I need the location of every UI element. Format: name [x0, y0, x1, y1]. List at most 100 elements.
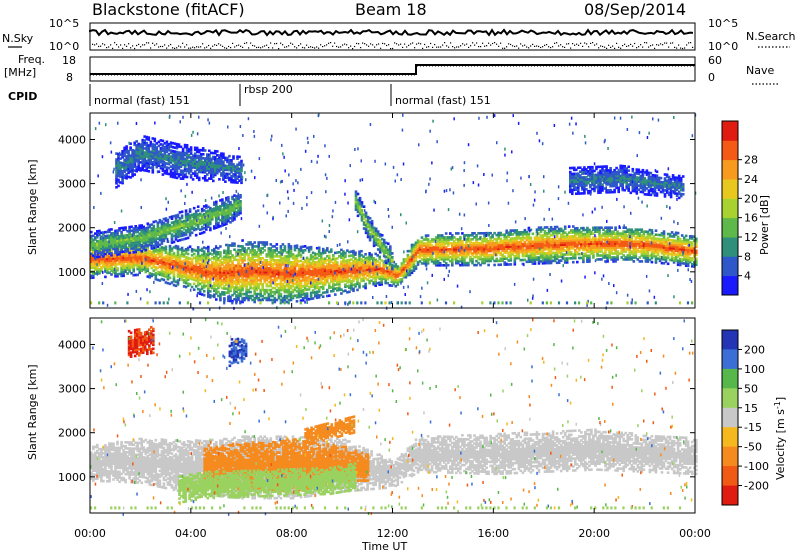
range-gate-cell: [414, 247, 418, 250]
range-gate-cell: [432, 252, 436, 255]
range-gate-cell: [229, 260, 232, 263]
range-gate-cell: [293, 266, 297, 270]
range-gate-cell: [178, 275, 182, 279]
range-gate-cell: [402, 262, 406, 265]
range-gate-cell: [315, 264, 319, 268]
range-gate-cell: [166, 273, 170, 277]
range-gate-cell: [223, 273, 226, 276]
range-gate-cell: [382, 263, 385, 267]
range-gate-cell: [477, 255, 480, 259]
range-gate-cell: [299, 253, 303, 257]
range-gate-cell: [225, 277, 228, 281]
range-gate-cell: [358, 258, 361, 261]
range-gate-cell: [360, 261, 363, 265]
range-gate-cell: [202, 274, 206, 277]
range-gate-cell: [211, 274, 214, 278]
range-gate-cell: [394, 284, 398, 288]
range-gate-cell: [342, 258, 345, 261]
range-gate-cell: [170, 259, 174, 262]
range-gate-cell: [247, 243, 250, 246]
range-gate-cell: [184, 277, 188, 281]
range-gate-cell: [269, 265, 273, 268]
range-gate-cell: [344, 277, 347, 281]
range-gate-cell: [384, 281, 387, 285]
range-gate-cell: [332, 273, 335, 277]
range-gate-cell: [243, 253, 246, 256]
range-gate-cell: [223, 277, 226, 280]
range-gate-cell: [291, 269, 295, 272]
range-gate-cell: [430, 254, 434, 257]
range-gate-cell: [146, 261, 150, 264]
range-gate-cell: [372, 269, 375, 272]
range-gate-cell: [521, 238, 525, 242]
range-gate-cell: [303, 274, 307, 278]
range-gate-cell: [477, 257, 480, 261]
range-gate-cell: [416, 255, 420, 258]
range-gate-cell: [477, 243, 480, 247]
range-gate-cell: [408, 263, 412, 267]
nave-tick-low: 0: [708, 71, 715, 84]
range-gate-cell: [90, 254, 93, 258]
range-gate-cell: [229, 267, 232, 271]
range-gate-cell: [154, 276, 158, 279]
range-gate-cell: [152, 257, 156, 260]
range-gate-cell: [311, 267, 315, 270]
range-gate-cell: [424, 234, 428, 237]
range-gate-cell: [330, 290, 333, 293]
range-gate-cell: [394, 267, 398, 270]
range-gate-cell: [241, 249, 244, 252]
range-gate-cell: [122, 256, 125, 260]
range-gate-cell: [338, 274, 341, 278]
range-gate-cell: [519, 258, 523, 262]
range-gate-cell: [303, 282, 307, 286]
range-gate-cell: [205, 272, 208, 276]
range-gate-cell: [525, 236, 529, 240]
range-gate-cell: [408, 259, 412, 263]
range-gate-cell: [166, 271, 170, 275]
range-gate-cell: [235, 278, 238, 281]
range-gate-cell: [265, 243, 269, 246]
range-gate-cell: [285, 257, 289, 260]
range-gate-cell: [237, 248, 240, 252]
range-gate-cell: [323, 269, 327, 272]
range-gate-cell: [158, 249, 162, 253]
range-gate-cell: [495, 247, 498, 251]
range-gate-cell: [225, 257, 228, 261]
range-gate-cell: [138, 261, 141, 265]
range-gate-cell: [207, 293, 210, 296]
range-gate-cell: [271, 286, 275, 290]
range-gate-cell: [164, 265, 168, 268]
range-gate-cell: [166, 268, 170, 271]
range-gate-cell: [219, 280, 222, 284]
range-gate-cell: [219, 278, 222, 282]
range-gate-cell: [160, 258, 164, 261]
range-gate-cell: [96, 258, 99, 261]
range-gate-cell: [259, 294, 262, 298]
range-gate-cell: [346, 291, 349, 294]
nsky-trace: [89, 28, 694, 37]
range-gate-cell: [487, 243, 490, 247]
range-gate-cell: [400, 266, 404, 269]
range-gate-cell: [289, 247, 293, 250]
range-gate-cell: [529, 228, 533, 232]
range-gate-cell: [422, 244, 426, 247]
range-gate-cell: [215, 280, 218, 283]
nsky-tick-high: 10^5: [49, 17, 79, 30]
range-gate-cell: [451, 252, 454, 255]
range-gate-cell: [180, 278, 184, 282]
range-gate-cell: [148, 274, 152, 277]
range-gate-cell: [92, 252, 95, 256]
range-gate-cell: [215, 272, 218, 275]
range-gate-cell: [362, 267, 365, 270]
range-gate-cell: [202, 268, 206, 271]
range-gate-cell: [138, 257, 141, 261]
range-gate-cell: [309, 271, 313, 275]
range-gate-cell: [340, 252, 343, 256]
range-gate-cell: [281, 278, 285, 282]
range-gate-cell: [525, 238, 529, 242]
range-gate-cell: [523, 228, 527, 232]
range-gate-cell: [477, 232, 480, 235]
range-gate-cell: [148, 264, 152, 267]
range-gate-cell: [279, 288, 283, 292]
range-gate-cell: [229, 287, 232, 291]
